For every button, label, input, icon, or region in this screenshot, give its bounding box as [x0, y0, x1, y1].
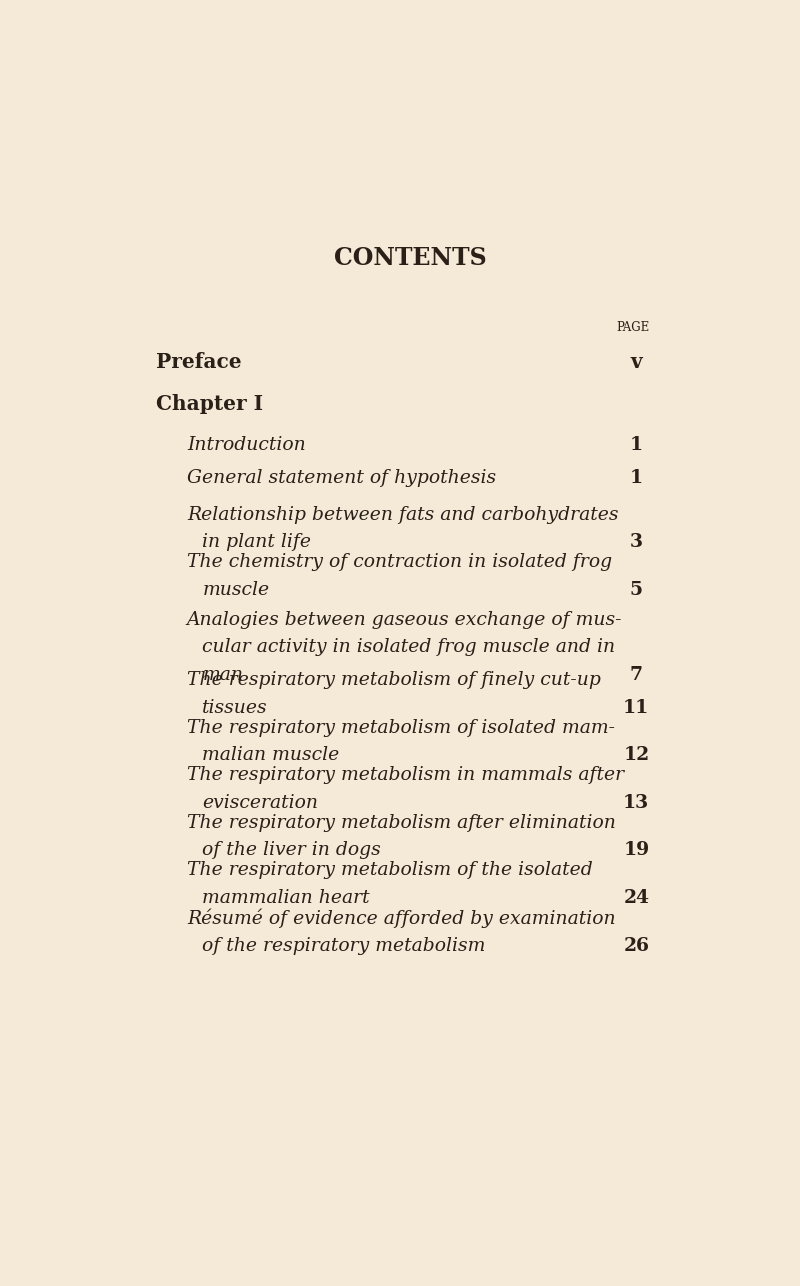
Text: malian muscle: malian muscle: [202, 746, 339, 764]
Text: 5: 5: [630, 581, 643, 599]
Text: General statement of hypothesis: General statement of hypothesis: [187, 469, 496, 487]
Text: 11: 11: [623, 698, 650, 716]
Text: of the liver in dogs: of the liver in dogs: [202, 841, 381, 859]
Text: 26: 26: [623, 936, 650, 954]
Text: The respiratory metabolism of the isolated: The respiratory metabolism of the isolat…: [187, 862, 593, 880]
Text: CONTENTS: CONTENTS: [334, 247, 486, 270]
Text: The respiratory metabolism after elimination: The respiratory metabolism after elimina…: [187, 814, 616, 832]
Text: evisceration: evisceration: [202, 793, 318, 811]
Text: 3: 3: [630, 534, 643, 552]
Text: of the respiratory metabolism: of the respiratory metabolism: [202, 936, 486, 954]
Text: The respiratory metabolism of isolated mam-: The respiratory metabolism of isolated m…: [187, 719, 614, 737]
Text: PAGE: PAGE: [617, 322, 650, 334]
Text: Preface: Preface: [156, 352, 242, 372]
Text: 24: 24: [623, 889, 650, 907]
Text: The respiratory metabolism in mammals after: The respiratory metabolism in mammals af…: [187, 766, 624, 784]
Text: The chemistry of contraction in isolated frog: The chemistry of contraction in isolated…: [187, 553, 612, 571]
Text: The respiratory metabolism of finely cut-up: The respiratory metabolism of finely cut…: [187, 671, 601, 689]
Text: muscle: muscle: [202, 581, 270, 599]
Text: tissues: tissues: [202, 698, 268, 716]
Text: cular activity in isolated frog muscle and in: cular activity in isolated frog muscle a…: [202, 638, 615, 656]
Text: 1: 1: [630, 469, 643, 487]
Text: 19: 19: [623, 841, 650, 859]
Text: v: v: [630, 352, 642, 372]
Text: mammalian heart: mammalian heart: [202, 889, 370, 907]
Text: 7: 7: [630, 666, 643, 684]
Text: in plant life: in plant life: [202, 534, 311, 552]
Text: Chapter I: Chapter I: [156, 394, 262, 414]
Text: 12: 12: [623, 746, 650, 764]
Text: Relationship between fats and carbohydrates: Relationship between fats and carbohydra…: [187, 505, 618, 523]
Text: Introduction: Introduction: [187, 436, 306, 454]
Text: 1: 1: [630, 436, 643, 454]
Text: Résumé of evidence afforded by examination: Résumé of evidence afforded by examinati…: [187, 908, 615, 927]
Text: Analogies between gaseous exchange of mus-: Analogies between gaseous exchange of mu…: [187, 611, 622, 629]
Text: 13: 13: [623, 793, 650, 811]
Text: man: man: [202, 666, 243, 684]
